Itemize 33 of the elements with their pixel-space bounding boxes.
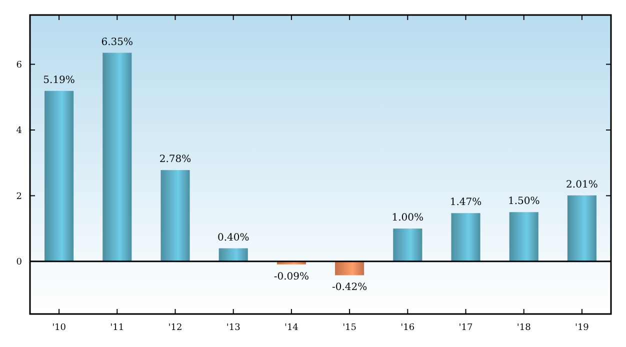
bar (44, 90, 74, 262)
x-tick-label: '10 (52, 323, 66, 333)
bar (451, 213, 480, 262)
bar (335, 261, 364, 276)
x-tick-label: '15 (342, 323, 357, 333)
data-label: 1.50% (508, 196, 540, 208)
bar (567, 195, 596, 262)
data-label: 5.19% (43, 74, 75, 86)
x-tick-label: '16 (400, 323, 415, 333)
bar (102, 52, 132, 262)
data-label: -0.09% (274, 271, 310, 282)
y-tick-label: 4 (16, 126, 22, 136)
x-tick-label: '12 (168, 323, 182, 333)
x-tick-label: '11 (110, 323, 124, 333)
data-label: 6.35% (101, 36, 134, 48)
data-label: 1.47% (450, 197, 482, 208)
data-label: 2.78% (159, 154, 192, 166)
x-tick-label: '17 (458, 323, 473, 333)
bar (393, 228, 422, 262)
x-tick-label: '18 (516, 323, 532, 333)
data-label: -0.42% (332, 282, 368, 294)
y-tick-label: 2 (16, 192, 22, 202)
data-label: 1.00% (392, 212, 424, 224)
y-tick-label: 6 (16, 60, 22, 70)
y-tick-label: 0 (16, 258, 22, 268)
bar (509, 212, 538, 262)
data-label: 0.40% (217, 232, 250, 244)
x-tick-label: '19 (574, 323, 590, 333)
bar (160, 170, 190, 262)
bar (218, 248, 248, 262)
x-tick-label: '14 (284, 323, 299, 333)
x-tick-label: '13 (226, 323, 241, 333)
data-label: 2.01% (566, 179, 598, 190)
